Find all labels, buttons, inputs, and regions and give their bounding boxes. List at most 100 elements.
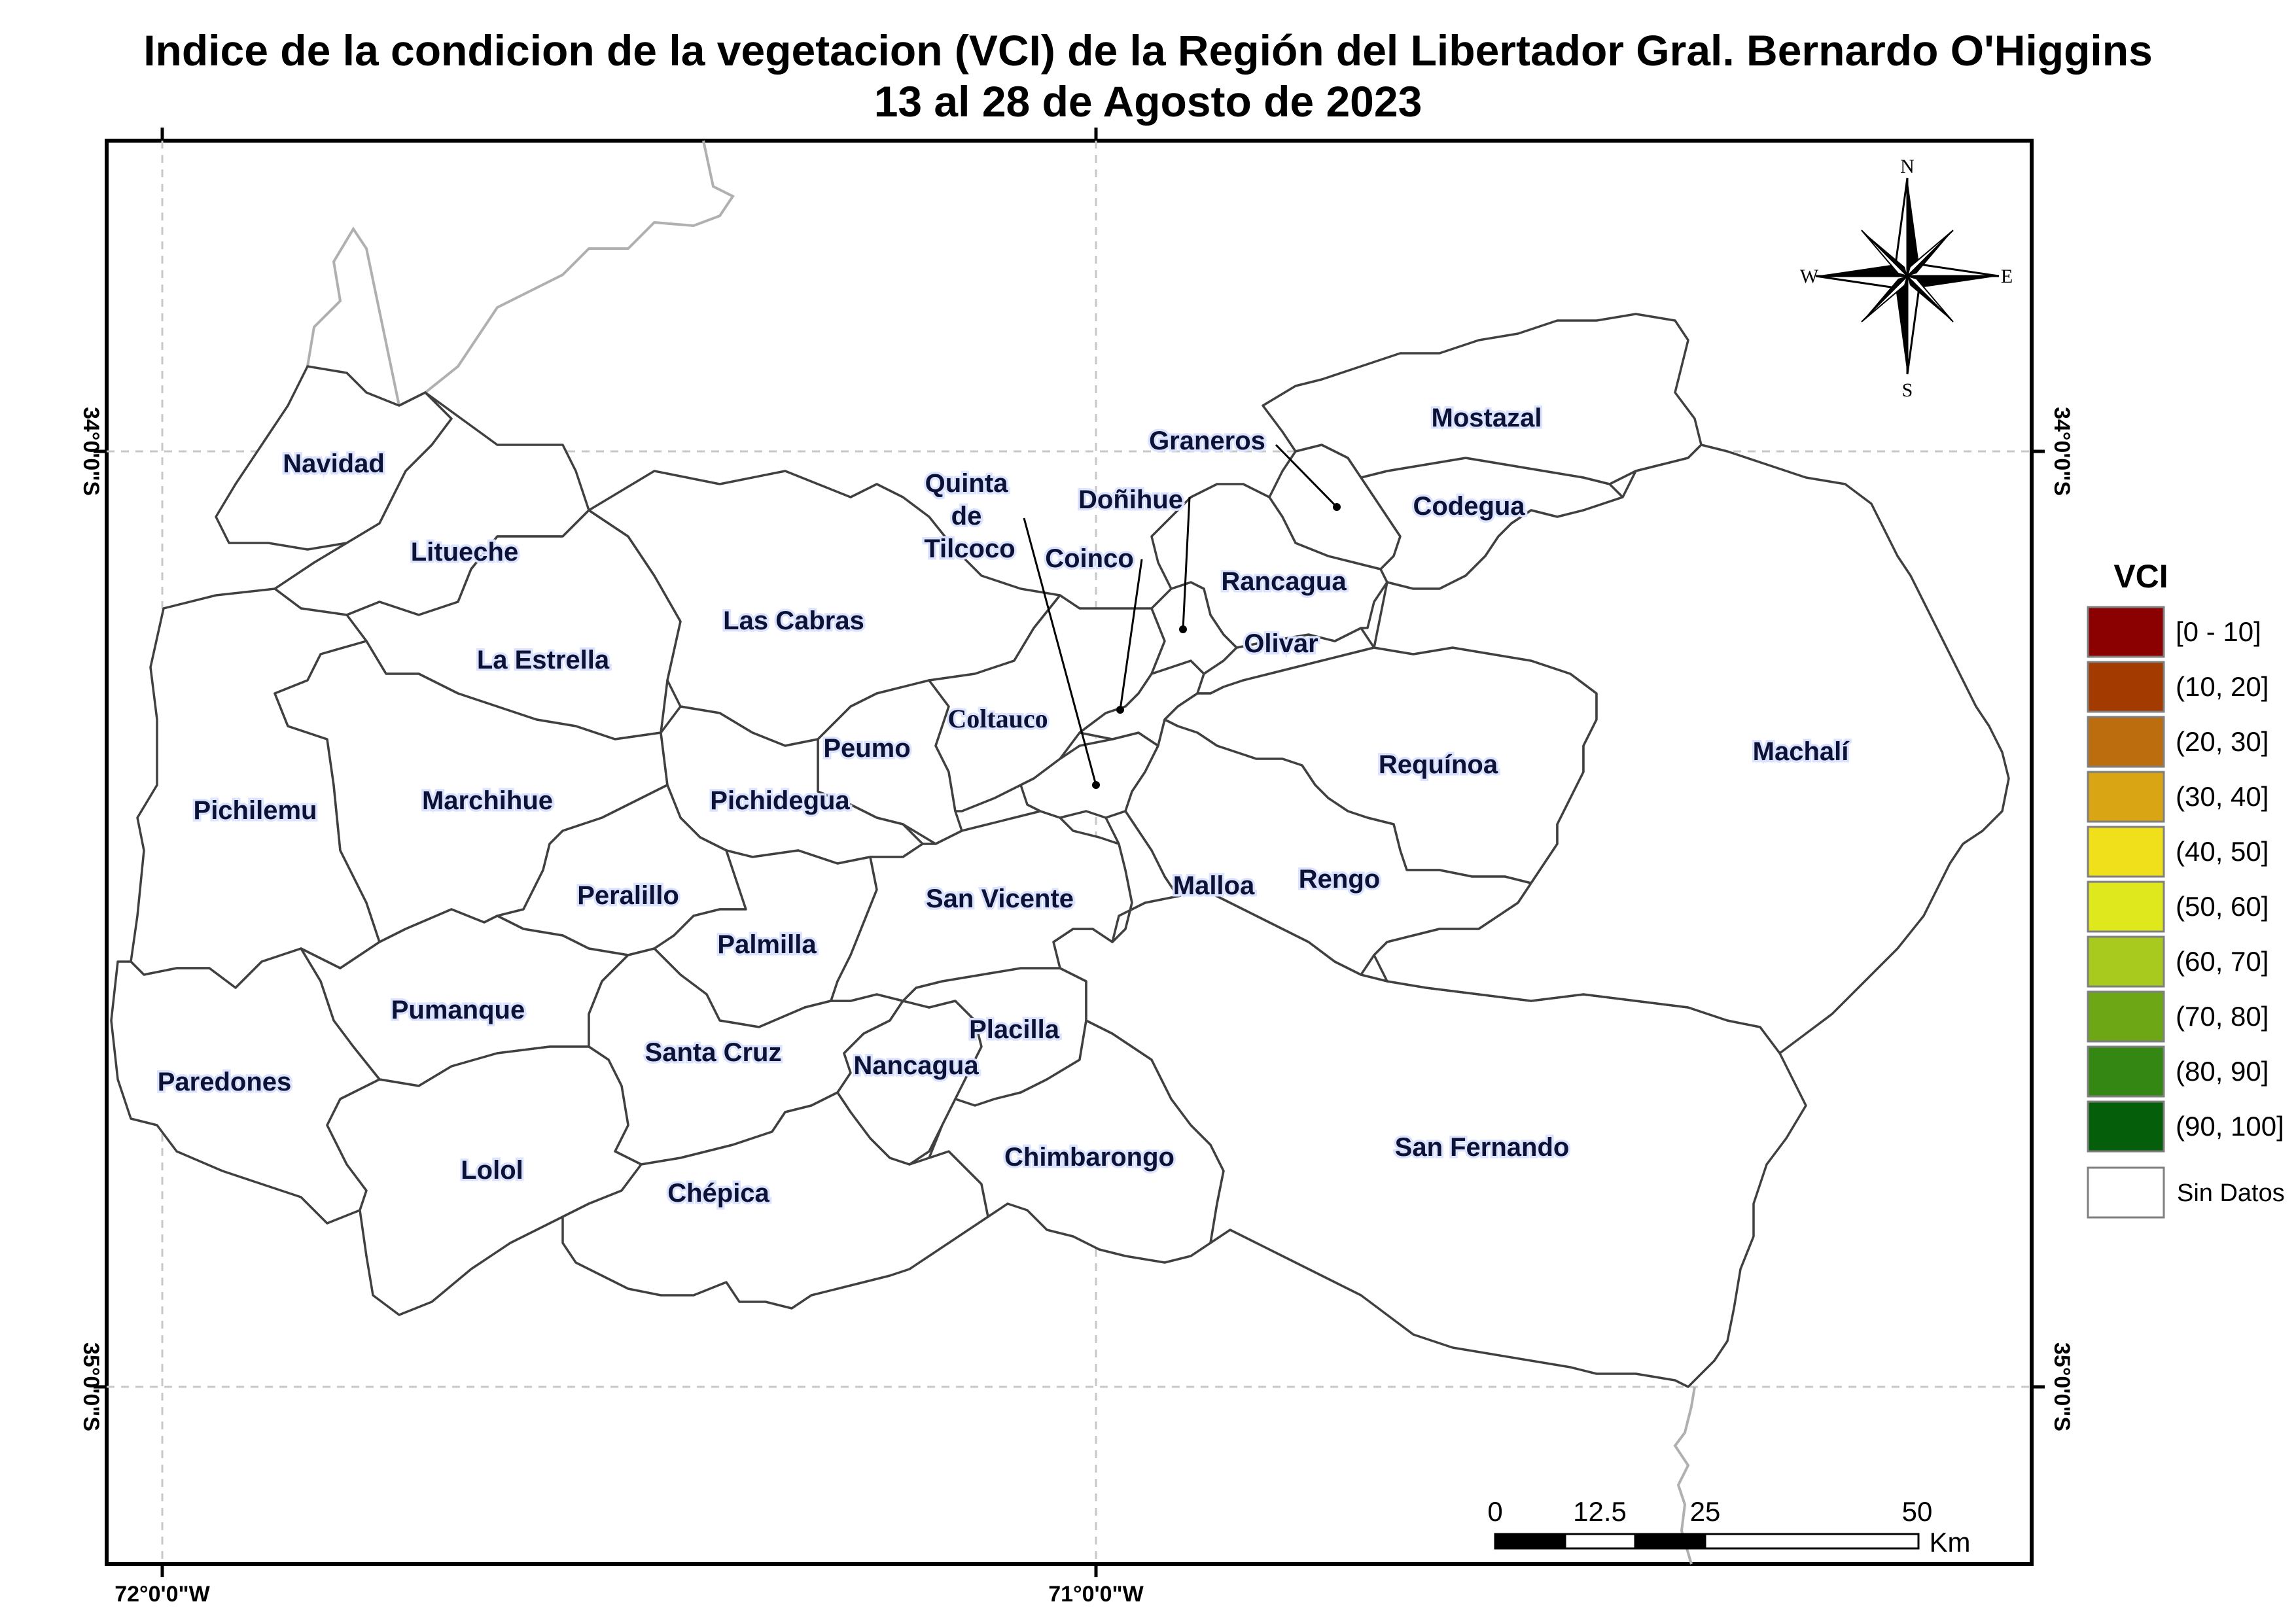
label-olivar: Olivar bbox=[1244, 629, 1318, 658]
compass-se-light bbox=[1905, 274, 1954, 323]
scale-bar: 0 12.5 25 50 Km bbox=[1487, 1496, 1970, 1558]
legend-label-6: (50, 60] bbox=[2176, 891, 2269, 922]
leader-dot-donihue bbox=[1179, 625, 1187, 633]
scale-label-12-5: 12.5 bbox=[1573, 1496, 1627, 1527]
map-subtitle-dates: 13 al 28 de Agosto de 2023 bbox=[874, 77, 1422, 126]
compass-ne-light bbox=[1905, 230, 1954, 279]
leader-graneros bbox=[1275, 444, 1338, 508]
label-paredones: Paredones bbox=[158, 1068, 292, 1096]
legend-swatch-9 bbox=[2087, 1045, 2165, 1098]
label-rancagua: Rancagua bbox=[1221, 567, 1347, 596]
legend-swatch-6 bbox=[2087, 881, 2165, 933]
leader-quinta-de-tilcoco bbox=[1023, 517, 1097, 786]
legend-swatch-7 bbox=[2087, 935, 2165, 988]
legend-swatch-4 bbox=[2087, 771, 2165, 823]
label-pichilemu: Pichilemu bbox=[194, 796, 317, 825]
label-quinta-line3: Tilcoco bbox=[924, 534, 1015, 563]
label-san-vicente: San Vicente bbox=[926, 884, 1074, 913]
commune-malloa[interactable] bbox=[1104, 810, 1179, 943]
legend-label-nodata: Sin Datos bbox=[2177, 1179, 2285, 1207]
compass-label-n: N bbox=[1900, 156, 1915, 177]
legend-label-10: (90, 100] bbox=[2176, 1111, 2284, 1142]
label-requinoa: Requínoa bbox=[1379, 750, 1498, 779]
leader-coinco bbox=[1119, 559, 1143, 710]
label-santa-cruz: Santa Cruz bbox=[645, 1038, 782, 1067]
commune-chimbarongo[interactable] bbox=[928, 1019, 1225, 1264]
compass-nw-light bbox=[1861, 230, 1910, 278]
legend-label-5: (40, 50] bbox=[2176, 836, 2269, 867]
legend-label-7: (60, 70] bbox=[2176, 946, 2269, 977]
label-malloa: Malloa bbox=[1173, 871, 1255, 900]
legend-items: [0 - 10] (10, 20] (20, 30] (30, 40] (40, 50]… bbox=[2087, 606, 2284, 1153]
legend-title: VCI bbox=[2113, 558, 2168, 595]
label-machali: Machalí bbox=[1753, 737, 1850, 766]
leader-dot-coinco bbox=[1116, 706, 1124, 714]
scale-seg-4 bbox=[1704, 1533, 1920, 1550]
coord-label-lat-35s-right: 35°0'0"S bbox=[2049, 1342, 2074, 1431]
commune-machali[interactable] bbox=[1373, 444, 2010, 1055]
map-frame bbox=[105, 139, 2034, 1566]
label-codegua: Codegua bbox=[1413, 492, 1525, 521]
legend: VCI [0 - 10] (10, 20] (20, 30] (30, 40] (40,… bbox=[2087, 558, 2285, 1219]
label-placilla: Placilla bbox=[969, 1015, 1060, 1044]
label-palmilla: Palmilla bbox=[717, 930, 817, 959]
scale-unit: Km bbox=[1930, 1527, 1971, 1558]
coord-label-lat-35s-left: 35°0'0"S bbox=[79, 1342, 103, 1431]
leader-donihue bbox=[1182, 497, 1191, 630]
legend-swatch-3 bbox=[2087, 716, 2165, 768]
legend-label-8: (70, 80] bbox=[2176, 1001, 2269, 1032]
scale-label-0: 0 bbox=[1487, 1496, 1502, 1527]
label-quinta-line2: de bbox=[951, 502, 982, 531]
commune-chepica[interactable] bbox=[561, 1091, 989, 1310]
label-chimbarongo: Chimbarongo bbox=[1004, 1143, 1174, 1172]
legend-label-9: (80, 90] bbox=[2176, 1056, 2269, 1087]
compass-w-dark bbox=[1816, 264, 1907, 276]
regional-boundary-north bbox=[306, 140, 735, 408]
scale-seg-3 bbox=[1634, 1533, 1706, 1550]
coord-label-lon-71w: 71°0'0"W bbox=[1048, 1582, 1144, 1607]
scale-label-50: 50 bbox=[1902, 1496, 1933, 1527]
coord-label-lon-72w: 72°0'0"W bbox=[115, 1582, 210, 1607]
coord-label-lat-34s-right: 34°0'0"S bbox=[2049, 407, 2074, 496]
label-pumanque: Pumanque bbox=[391, 996, 525, 1024]
map-title: Indice de la condicion de la vegetacion … bbox=[143, 26, 2153, 75]
label-litueche: Litueche bbox=[411, 538, 518, 567]
legend-swatch-2 bbox=[2087, 661, 2165, 713]
compass-s-dark bbox=[1896, 276, 1907, 374]
frame-ticks bbox=[94, 128, 2045, 1577]
legend-label-2: (10, 20] bbox=[2176, 671, 2269, 702]
label-graneros: Graneros bbox=[1149, 427, 1265, 455]
label-pichidegua: Pichidegua bbox=[710, 786, 850, 815]
compass-n-dark bbox=[1907, 178, 1919, 276]
label-chepica: Chépica bbox=[667, 1179, 769, 1208]
legend-label-3: (20, 30] bbox=[2176, 726, 2269, 757]
legend-swatch-nodata bbox=[2087, 1166, 2165, 1219]
label-donihue: Doñihue bbox=[1078, 485, 1183, 514]
label-nancagua: Nancagua bbox=[853, 1051, 979, 1080]
communes-layer bbox=[110, 313, 2010, 1388]
scale-seg-1 bbox=[1494, 1533, 1566, 1550]
label-marchihue: Marchihue bbox=[422, 786, 553, 815]
compass-label-e: E bbox=[2001, 266, 2013, 287]
compass-label-w: W bbox=[1800, 266, 1819, 287]
label-quinta-line1: Quinta bbox=[925, 469, 1008, 498]
label-lolol: Lolol bbox=[461, 1156, 523, 1185]
scale-label-25: 25 bbox=[1690, 1496, 1721, 1527]
compass-label-s: S bbox=[1902, 379, 1913, 401]
legend-swatch-8 bbox=[2087, 990, 2165, 1043]
commune-labels: Navidad Litueche La Estrella Pichilemu M… bbox=[155, 402, 1852, 1210]
regional-boundary-south bbox=[1673, 1386, 1696, 1565]
compass-rose: N S E W bbox=[1800, 156, 2013, 401]
legend-swatch-5 bbox=[2087, 826, 2165, 878]
label-san-fernando: San Fernando bbox=[1395, 1133, 1570, 1162]
legend-label-4: (30, 40] bbox=[2176, 781, 2269, 812]
scale-seg-2 bbox=[1564, 1533, 1636, 1550]
label-peumo: Peumo bbox=[823, 734, 910, 763]
label-mostazal: Mostazal bbox=[1432, 404, 1542, 432]
leader-dot-quinta-de-tilcoco bbox=[1092, 781, 1100, 789]
label-coltauco: Coltauco bbox=[947, 704, 1048, 733]
compass-e-dark bbox=[1907, 276, 1999, 288]
legend-swatch-10 bbox=[2087, 1100, 2165, 1153]
label-navidad: Navidad bbox=[283, 449, 385, 478]
